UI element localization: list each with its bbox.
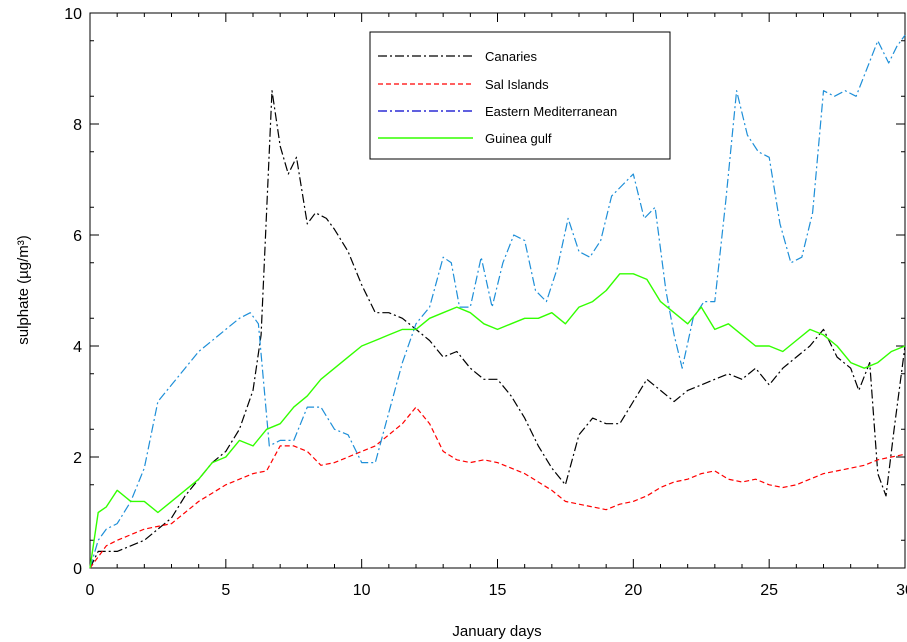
x-tick-label: 0 (86, 582, 95, 599)
y-tick-label: 0 (73, 561, 82, 578)
axis-ticks (89, 12, 906, 569)
tick-labels: 0 5 10 15 20 25 30 0 2 4 6 8 10 (64, 6, 907, 599)
x-tick-label: 15 (489, 582, 507, 599)
series-line-sal-islands (89, 406, 906, 569)
x-tick-label: 10 (353, 582, 371, 599)
x-axis-label: January days (452, 623, 541, 640)
y-tick-label: 2 (73, 450, 82, 467)
series-line-guinea-gulf (89, 273, 906, 569)
legend-label-canaries: Canaries (485, 49, 538, 64)
series-lines (89, 34, 906, 569)
y-axis-label: sulphate (µg/m³) (15, 235, 32, 345)
legend: Canaries Sal Islands Eastern Mediterrane… (369, 31, 671, 160)
legend-label-eastern-mediterranean: Eastern Mediterranean (485, 104, 617, 119)
legend-label-sal-islands: Sal Islands (485, 77, 549, 92)
legend-label-guinea-gulf: Guinea gulf (485, 131, 552, 146)
y-tick-label: 10 (64, 6, 82, 23)
x-tick-label: 25 (760, 582, 778, 599)
x-tick-label: 30 (896, 582, 907, 599)
y-tick-label: 6 (73, 228, 82, 245)
x-tick-label: 20 (624, 582, 642, 599)
y-tick-label: 8 (73, 117, 82, 134)
series-line-eastern-mediterranean (89, 34, 906, 569)
x-tick-label: 5 (221, 582, 230, 599)
y-tick-label: 4 (73, 339, 82, 356)
series-line-canaries (89, 90, 906, 569)
